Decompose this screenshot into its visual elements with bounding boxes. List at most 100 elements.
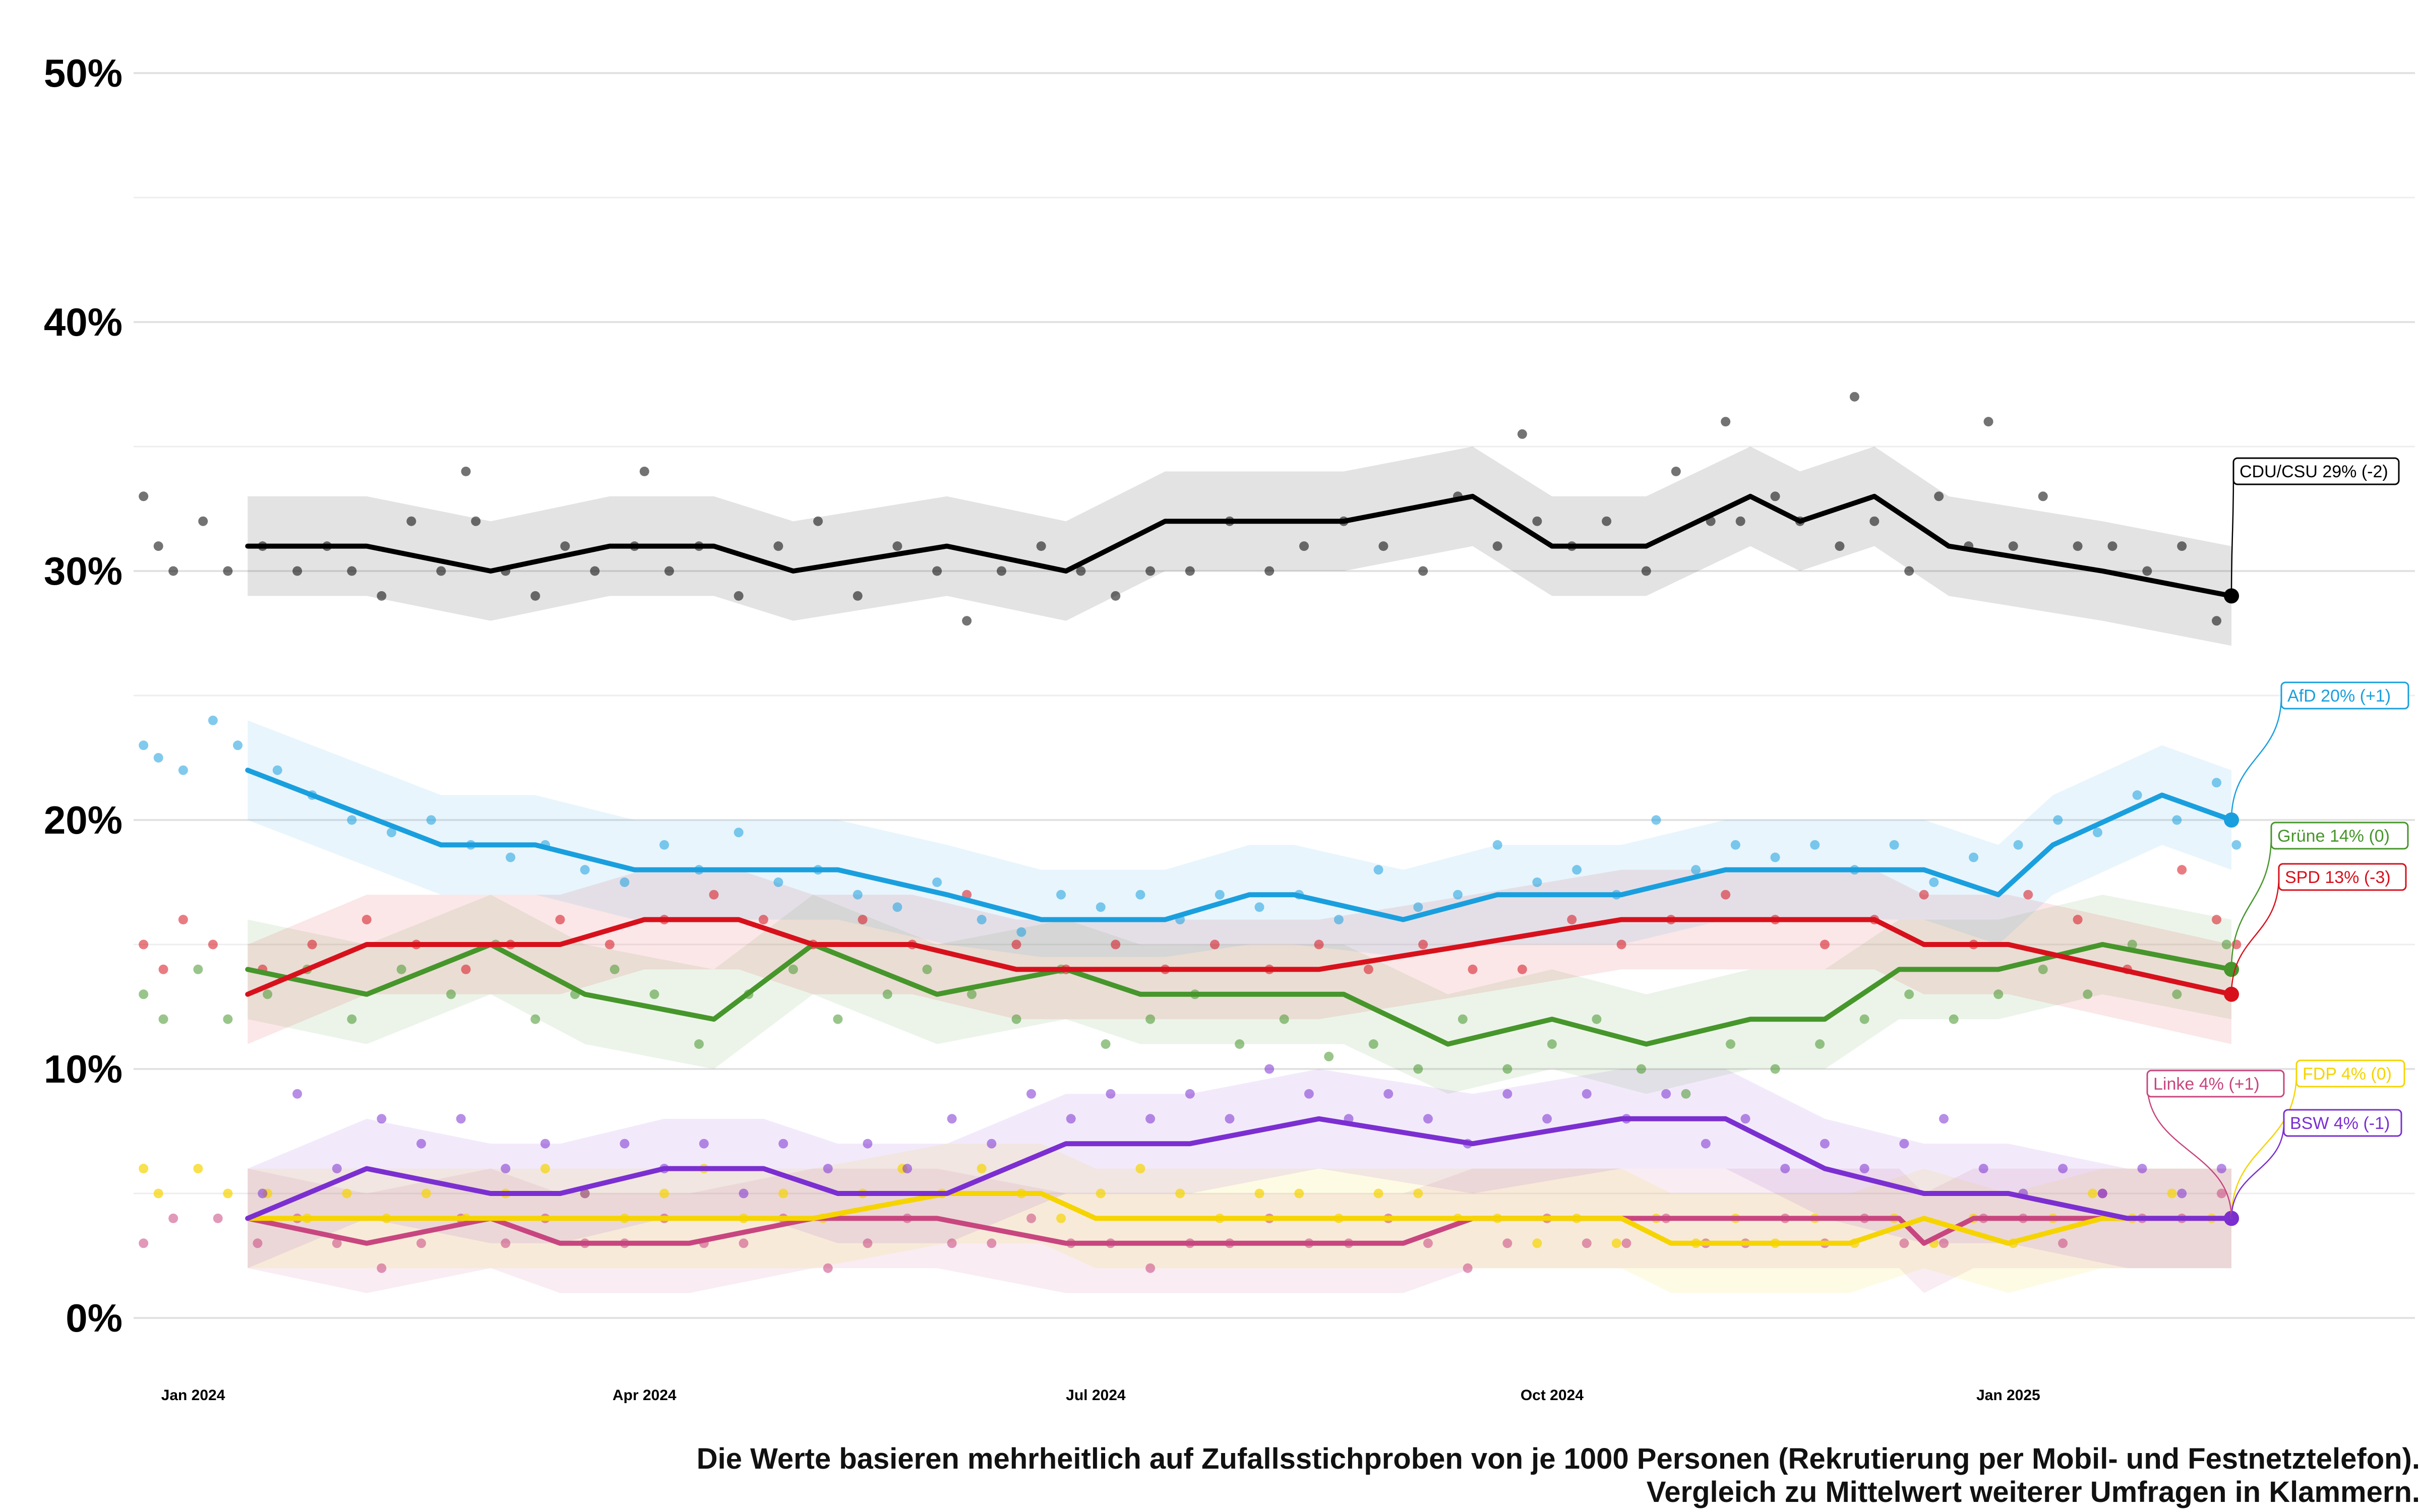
- y-tick-label: 40%: [44, 300, 123, 344]
- poll-point-spd: [1011, 939, 1021, 950]
- poll-point-spd: [1418, 939, 1428, 950]
- poll-point-linke: [823, 1263, 833, 1273]
- poll-point-linke: [1582, 1238, 1592, 1248]
- trend-line-afd: [245, 768, 2234, 922]
- poll-point-gruene: [530, 1014, 540, 1024]
- poll-point-gruene: [1324, 1051, 1334, 1061]
- poll-point-afd: [932, 877, 942, 887]
- series-labels: Grüne 14% (0) SPD 13% (-3) Linke 4% (+1) FD…: [2146, 457, 2409, 1219]
- poll-point-cdu: [168, 566, 178, 576]
- label-afd: AfD 20% (+1): [2287, 686, 2391, 706]
- poll-point-gruene: [649, 989, 659, 999]
- poll-point-fdp: [2088, 1188, 2098, 1199]
- poll-point-bsw: [2216, 1164, 2226, 1174]
- poll-point-afd: [2231, 840, 2242, 850]
- poll-point-gruene: [1413, 1064, 1423, 1074]
- poll-point-bsw: [1264, 1064, 1275, 1074]
- poll-point-gruene: [1636, 1064, 1646, 1074]
- poll-point-spd: [1314, 939, 1324, 950]
- poll-point-fdp: [540, 1164, 550, 1174]
- poll-point-spd: [208, 939, 218, 950]
- poll-point-bsw: [1304, 1089, 1314, 1099]
- poll-point-afd: [1334, 915, 1344, 925]
- poll-point-gruene: [1815, 1039, 1825, 1049]
- poll-point-fdp: [223, 1188, 233, 1199]
- x-axis-tick-labels: Jan 2024 Apr 2024 Jul 2024 Oct 2024 Jan 2025: [161, 1387, 2040, 1404]
- poll-point-cdu: [1641, 566, 1651, 576]
- poll-point-gruene: [446, 989, 456, 999]
- poll-point-gruene: [2083, 989, 2093, 999]
- poll-point-cdu: [1299, 541, 1309, 551]
- poll-point-gruene: [1502, 1064, 1512, 1074]
- y-tick-label: 30%: [44, 549, 123, 593]
- poll-point-cdu: [198, 516, 208, 526]
- poll-point-linke: [213, 1213, 223, 1223]
- poll-point-afd: [426, 815, 436, 825]
- trend-line-fdp: [245, 1191, 2234, 1246]
- poll-point-cdu: [1185, 566, 1195, 576]
- poll-point-bsw: [2097, 1188, 2107, 1199]
- poll-point-cdu: [530, 591, 540, 601]
- poll-point-gruene: [139, 989, 149, 999]
- poll-point-cdu: [1735, 516, 1745, 526]
- poll-point-linke: [1939, 1238, 1949, 1248]
- poll-point-gruene: [2038, 964, 2048, 974]
- poll-point-bsw: [1502, 1089, 1512, 1099]
- poll-point-linke: [1899, 1238, 1909, 1248]
- poll-point-spd: [2073, 915, 2083, 925]
- poll-point-cdu: [1983, 417, 1993, 427]
- poll-point-linke: [253, 1238, 263, 1248]
- poll-point-fdp: [1611, 1238, 1621, 1248]
- footnote-line-1: Die Werte basieren mehrheitlich auf Zufa…: [696, 1442, 2420, 1475]
- poll-point-spd: [307, 939, 317, 950]
- poll-point-linke: [416, 1238, 427, 1248]
- poll-point-gruene: [1949, 1014, 1959, 1024]
- poll-point-afd: [178, 765, 188, 775]
- poll-point-bsw: [987, 1139, 997, 1149]
- poll-point-afd: [2092, 828, 2102, 838]
- poll-point-gruene: [1368, 1039, 1378, 1049]
- poll-point-bsw: [1106, 1089, 1116, 1099]
- label-connector-cdu: [2230, 471, 2234, 596]
- poll-point-cdu: [1264, 566, 1275, 576]
- poll-point-bsw: [1859, 1164, 1869, 1174]
- poll-point-linke: [501, 1238, 511, 1248]
- poll-point-fdp: [342, 1188, 352, 1199]
- poll-point-afd: [1373, 865, 1383, 875]
- poll-point-spd: [2177, 865, 2187, 875]
- poll-point-afd: [1770, 852, 1780, 862]
- poll-point-fdp: [1294, 1188, 1304, 1199]
- y-axis-tick-labels: 0% 10% 20% 30% 40% 50%: [44, 51, 123, 1340]
- poll-point-afd: [506, 852, 516, 862]
- poll-point-gruene: [263, 989, 273, 999]
- label-box-afd: [2280, 681, 2409, 710]
- poll-point-cdu: [2142, 566, 2152, 576]
- poll-point-afd: [1056, 890, 1066, 900]
- label-box-linke: [2146, 1069, 2285, 1098]
- poll-point-afd: [2013, 840, 2023, 850]
- poll-point-cdu: [1904, 566, 1914, 576]
- label-spd: SPD 13% (-3): [2285, 868, 2391, 887]
- y-tick-label: 20%: [44, 798, 123, 842]
- poll-point-gruene: [2221, 939, 2231, 950]
- poll-point-bsw: [1820, 1139, 1830, 1149]
- poll-point-gruene: [1681, 1089, 1691, 1099]
- poll-point-bsw: [456, 1114, 466, 1124]
- poll-point-afd: [2172, 815, 2182, 825]
- label-connector-spd: [2230, 876, 2280, 994]
- poll-point-afd: [1691, 865, 1701, 875]
- x-tick-label: Jan 2025: [1976, 1387, 2040, 1404]
- poll-point-cdu: [139, 491, 149, 501]
- poll-point-gruene: [2172, 989, 2182, 999]
- poll-point-afd: [892, 902, 902, 912]
- poll-point-bsw: [1740, 1114, 1750, 1124]
- poll-point-cdu: [892, 541, 902, 551]
- poll-point-afd: [1492, 840, 1502, 850]
- poll-point-afd: [1929, 877, 1939, 887]
- poll-point-spd: [2023, 890, 2033, 900]
- poll-point-afd: [233, 740, 243, 750]
- trend-line-cdu: [245, 493, 2234, 599]
- label-connector-fdp: [2230, 1073, 2297, 1219]
- poll-point-spd: [1567, 915, 1577, 925]
- y-tick-label: 50%: [44, 51, 123, 95]
